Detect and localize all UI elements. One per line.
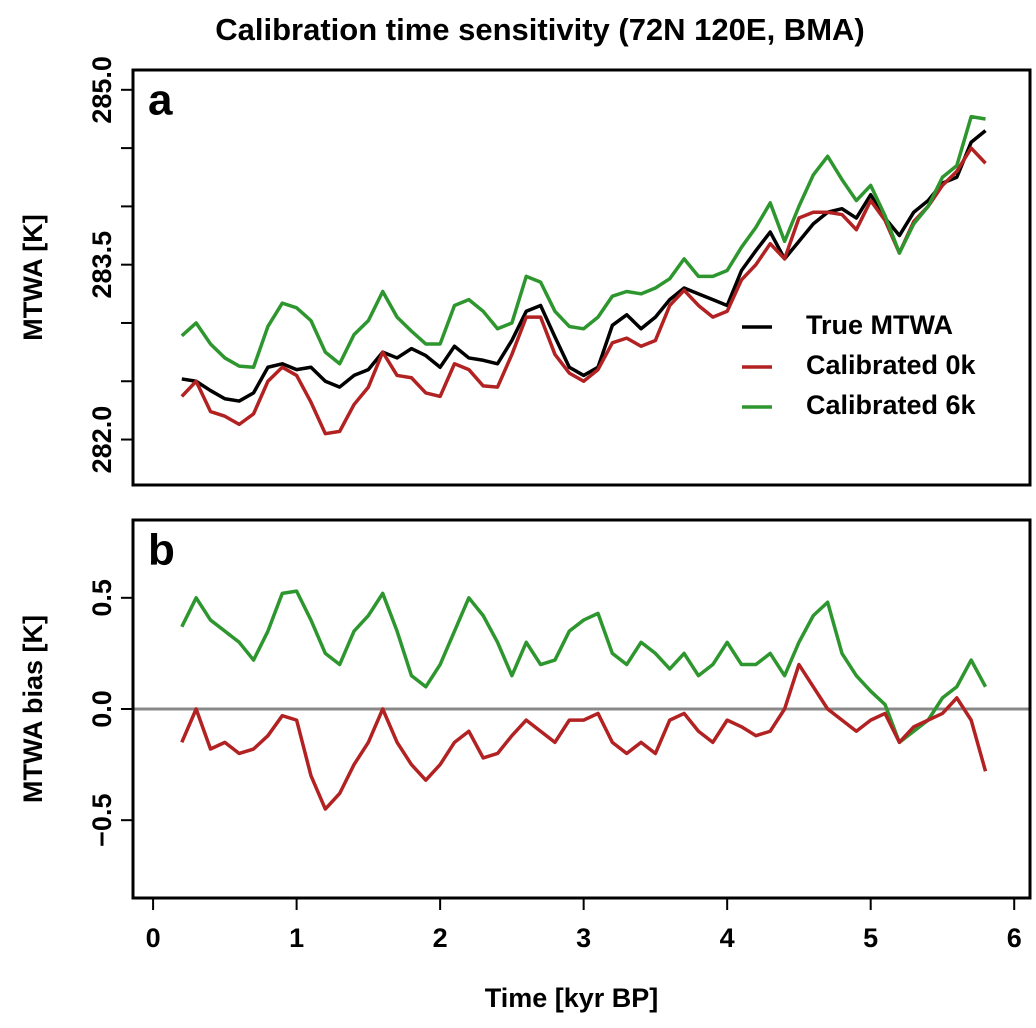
series-line: [180, 146, 987, 436]
panel-label: b: [148, 526, 175, 575]
y-tick-label: −0.5: [87, 794, 117, 847]
x-tick-label: 4: [720, 923, 735, 953]
x-tick-label: 2: [433, 923, 448, 953]
y-tick-label: 282.0: [87, 406, 117, 474]
plot-frame: [131, 68, 1032, 487]
series-line: [180, 589, 988, 745]
panel-label: a: [148, 76, 173, 125]
plot-frame: [131, 518, 1032, 900]
y-tick-label: 0.0: [87, 690, 117, 728]
legend-label: True MTWA: [806, 310, 953, 340]
series-line: [180, 114, 986, 370]
legend-label: Calibrated 6k: [806, 390, 977, 420]
x-tick-label: 1: [289, 923, 304, 953]
x-tick-label: 6: [1007, 923, 1022, 953]
x-axis-label: Time [kyr BP]: [485, 983, 659, 1013]
y-tick-label: 0.5: [87, 579, 117, 617]
chart-title: Calibration time sensitivity (72N 120E, …: [215, 12, 864, 47]
x-tick-label: 3: [576, 923, 591, 953]
y-axis-label: MTWA bias [K]: [18, 615, 48, 803]
y-tick-label: 283.5: [87, 231, 117, 299]
x-tick-label: 0: [146, 923, 161, 953]
series-line: [180, 662, 988, 811]
x-tick-label: 5: [863, 923, 878, 953]
series-line: [181, 129, 987, 403]
legend-label: Calibrated 0k: [806, 350, 977, 380]
y-axis-label: MTWA [K]: [18, 214, 48, 340]
y-tick-label: 285.0: [87, 56, 117, 124]
